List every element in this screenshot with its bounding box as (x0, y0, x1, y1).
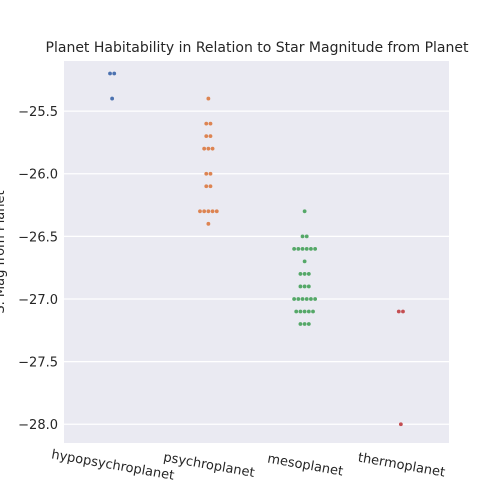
data-point (298, 284, 303, 289)
data-point (298, 272, 303, 276)
data-point (292, 246, 297, 251)
data-point (313, 297, 318, 301)
data-point (306, 284, 311, 289)
data-point (208, 171, 213, 176)
chart-title: Planet Habitability in Relation to Star … (46, 40, 469, 56)
data-point (204, 121, 209, 126)
y-tick-labels: −25.5 −26.0 −26.5 −27.0 −27.5 −28.0 (18, 105, 58, 433)
data-point (302, 272, 307, 276)
data-point (198, 209, 202, 214)
data-point (206, 146, 211, 151)
x-tick-label: psychroplanet (162, 450, 255, 481)
data-point (300, 297, 305, 301)
data-point (306, 272, 311, 276)
data-point (304, 297, 309, 301)
data-point (108, 71, 112, 76)
data-point (202, 209, 207, 214)
data-point (300, 234, 305, 239)
y-tick-label: −28.0 (18, 418, 58, 433)
data-point (304, 246, 309, 251)
y-tick-label: −27.0 (18, 293, 58, 308)
data-point (202, 146, 207, 151)
data-point (313, 246, 318, 251)
x-tick-label: hypopsychroplanet (50, 447, 175, 483)
data-point (206, 209, 211, 214)
y-axis-label: S. Mag from Planet (0, 190, 8, 313)
data-point (204, 134, 209, 139)
plot-background (64, 61, 449, 443)
y-tick-label: −25.5 (18, 105, 58, 120)
grid-lines (64, 110, 449, 425)
data-point (210, 146, 215, 151)
data-point (296, 297, 301, 301)
data-point (206, 96, 211, 101)
data-point (292, 297, 297, 301)
data-points (108, 71, 405, 427)
data-point (396, 309, 401, 314)
data-point (306, 309, 311, 314)
data-point (398, 422, 403, 427)
x-tick-label: thermoplanet (357, 451, 446, 481)
data-point (110, 96, 115, 101)
data-point (302, 259, 307, 264)
y-tick-label: −26.5 (18, 230, 58, 245)
data-point (210, 209, 215, 214)
data-point (112, 71, 117, 76)
data-point (204, 171, 209, 176)
data-point (302, 322, 307, 326)
y-tick-label: −26.0 (18, 168, 58, 183)
data-point (298, 309, 303, 314)
data-point (302, 309, 307, 314)
data-point (298, 322, 303, 326)
data-point (311, 309, 315, 314)
data-point (208, 134, 213, 139)
data-point (296, 246, 301, 251)
data-point (302, 209, 307, 214)
data-point (309, 246, 313, 251)
data-point (309, 297, 313, 301)
data-point (206, 221, 211, 226)
data-point (208, 121, 213, 126)
data-point (304, 234, 309, 239)
data-point (204, 184, 209, 189)
data-point (401, 309, 405, 314)
data-point (300, 246, 305, 251)
data-point (302, 284, 307, 289)
data-point (208, 184, 213, 189)
data-point (294, 309, 299, 314)
x-tick-label: mesoplanet (266, 452, 344, 480)
data-point (306, 322, 311, 326)
y-tick-label: −27.5 (18, 356, 58, 371)
data-point (214, 209, 219, 214)
